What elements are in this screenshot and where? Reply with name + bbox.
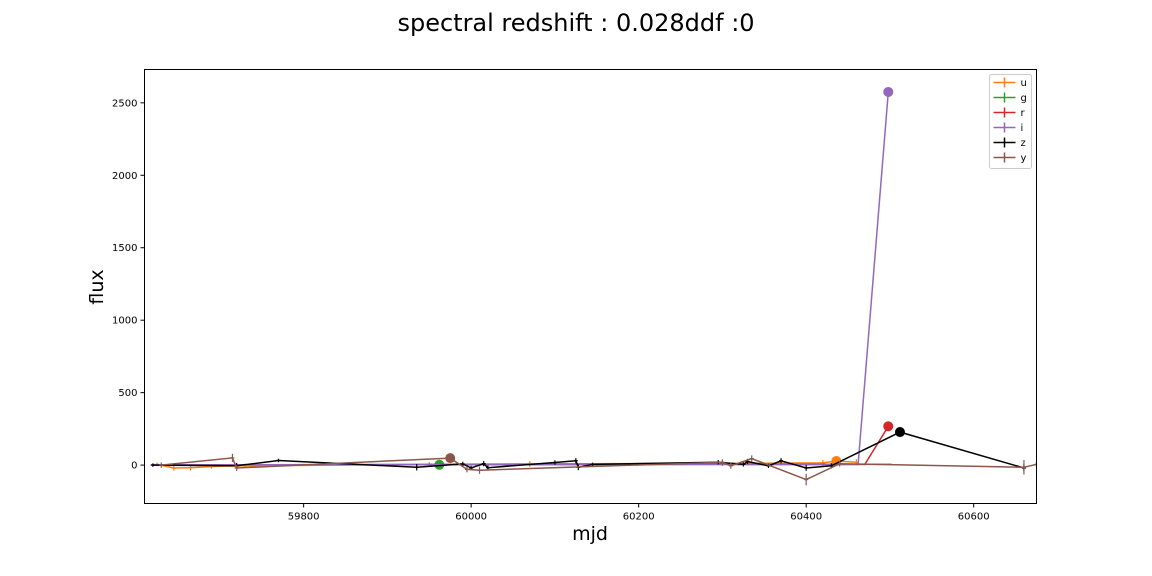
y-tick-label: 2500 bbox=[112, 98, 137, 109]
legend-item-i: i bbox=[993, 122, 1024, 134]
legend-label-g: g bbox=[1021, 93, 1027, 104]
y-tick-label: 2000 bbox=[112, 171, 137, 182]
y-tick-label: 1500 bbox=[112, 243, 137, 254]
x-tick-label: 60000 bbox=[455, 512, 487, 523]
legend-label-z: z bbox=[1021, 138, 1026, 149]
x-tick-label: 60600 bbox=[958, 512, 990, 523]
series-line-r bbox=[152, 425, 889, 466]
legend-label-y: y bbox=[1021, 153, 1027, 164]
legend-label-i: i bbox=[1021, 123, 1024, 134]
legend-label-r: r bbox=[1021, 108, 1026, 119]
peak-marker-r bbox=[883, 421, 894, 432]
plot-area bbox=[150, 86, 1037, 486]
peak-marker-i bbox=[883, 86, 894, 97]
legend-label-u: u bbox=[1021, 78, 1027, 89]
peak-marker-y bbox=[445, 453, 456, 464]
legend-item-u: u bbox=[993, 77, 1027, 89]
series-i bbox=[150, 86, 894, 466]
legend-item-z: z bbox=[993, 137, 1026, 149]
legend-item-y: y bbox=[993, 152, 1027, 164]
x-tick-label: 60200 bbox=[623, 512, 655, 523]
x-axis-label: mjd bbox=[572, 523, 608, 545]
y-tick-label: 1000 bbox=[112, 316, 137, 327]
x-tick-label: 59800 bbox=[288, 512, 320, 523]
legend-item-r: r bbox=[993, 107, 1026, 119]
y-tick-label: 500 bbox=[118, 388, 137, 399]
x-tick-label: 60400 bbox=[790, 512, 822, 523]
series-y bbox=[159, 453, 1037, 486]
series-line-z bbox=[152, 431, 1025, 469]
chart-title: spectral redshift : 0.028ddf :0 bbox=[397, 9, 754, 37]
series-line-i bbox=[152, 91, 890, 466]
peak-marker-z bbox=[894, 427, 905, 438]
legend-item-g: g bbox=[993, 92, 1027, 104]
plot-frame bbox=[144, 69, 1037, 504]
y-tick-label: 0 bbox=[131, 461, 137, 472]
y-axis-label: flux bbox=[86, 269, 108, 304]
series-r bbox=[150, 421, 894, 466]
axis-ticks: 59800 60000 60200 60400 60600 0 500 1000 1500 200… bbox=[112, 98, 990, 522]
